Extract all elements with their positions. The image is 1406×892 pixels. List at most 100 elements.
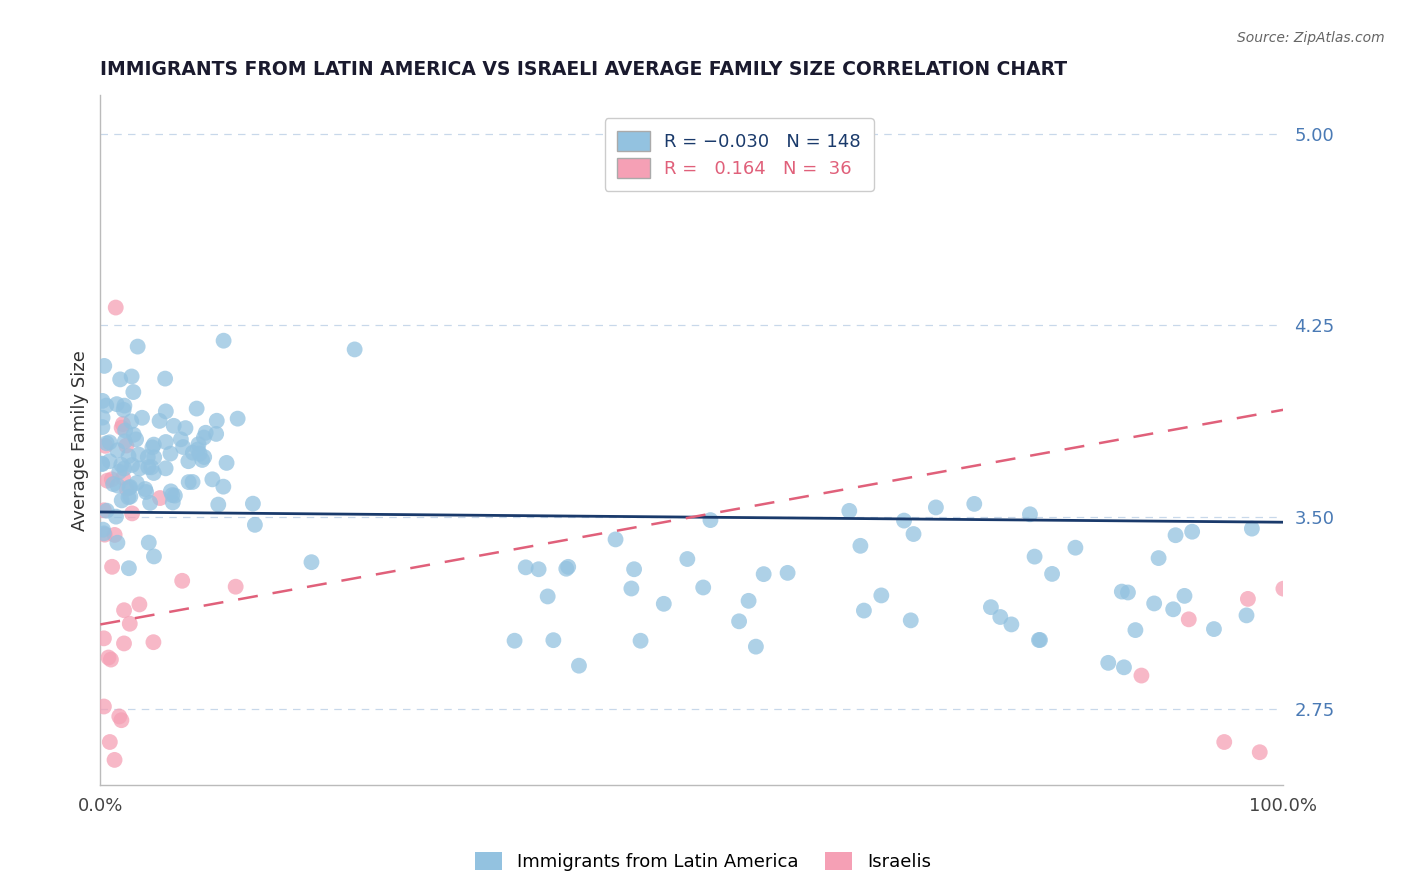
Point	[143, 549, 166, 564]
Point	[100, 652, 122, 666]
Point	[1161, 602, 1184, 616]
Point	[605, 533, 627, 547]
Point	[555, 562, 578, 576]
Point	[226, 411, 249, 425]
Point	[1028, 632, 1050, 647]
Point	[155, 435, 177, 450]
Point	[93, 359, 115, 373]
Point	[125, 433, 148, 447]
Point	[120, 480, 142, 494]
Point	[1147, 551, 1170, 566]
Point	[1040, 566, 1063, 581]
Point	[527, 562, 550, 576]
Point	[1143, 597, 1166, 611]
Point	[112, 402, 135, 417]
Point	[131, 410, 153, 425]
Point	[128, 461, 150, 475]
Legend: R = −0.030   N = 148, R =   0.164   N =  36: R = −0.030 N = 148, R = 0.164 N = 36	[605, 119, 873, 191]
Point	[111, 420, 134, 434]
Point	[242, 497, 264, 511]
Point	[98, 735, 121, 749]
Point	[243, 517, 266, 532]
Point	[115, 438, 138, 452]
Point	[1000, 617, 1022, 632]
Point	[1272, 582, 1295, 596]
Point	[870, 589, 893, 603]
Point	[93, 503, 115, 517]
Point	[1173, 589, 1195, 603]
Point	[893, 514, 915, 528]
Point	[215, 456, 238, 470]
Point	[91, 410, 114, 425]
Point	[900, 613, 922, 627]
Y-axis label: Average Family Size: Average Family Size	[72, 350, 89, 531]
Legend: Immigrants from Latin America, Israelis: Immigrants from Latin America, Israelis	[468, 845, 938, 879]
Point	[149, 414, 172, 428]
Point	[142, 437, 165, 451]
Point	[96, 504, 118, 518]
Point	[728, 615, 751, 629]
Point	[93, 527, 115, 541]
Point	[91, 523, 114, 537]
Point	[111, 417, 134, 431]
Point	[301, 555, 323, 569]
Point	[1236, 608, 1258, 623]
Point	[676, 552, 699, 566]
Point	[193, 431, 215, 445]
Point	[93, 632, 115, 646]
Point	[620, 582, 643, 596]
Point	[155, 404, 177, 418]
Point	[91, 393, 114, 408]
Point	[96, 436, 118, 450]
Point	[163, 418, 186, 433]
Point	[903, 527, 925, 541]
Point	[1237, 591, 1260, 606]
Point	[503, 633, 526, 648]
Point	[159, 447, 181, 461]
Point	[94, 439, 117, 453]
Point	[1213, 735, 1236, 749]
Point	[172, 440, 194, 454]
Point	[191, 453, 214, 467]
Point	[141, 460, 163, 475]
Point	[111, 493, 134, 508]
Point	[93, 526, 115, 541]
Point	[105, 509, 128, 524]
Point	[112, 471, 135, 485]
Point	[121, 507, 143, 521]
Point	[980, 600, 1002, 615]
Point	[96, 474, 118, 488]
Point	[1130, 668, 1153, 682]
Point	[925, 500, 948, 515]
Point	[142, 635, 165, 649]
Point	[160, 484, 183, 499]
Point	[110, 458, 132, 472]
Point	[752, 567, 775, 582]
Point	[108, 372, 131, 386]
Point	[104, 301, 127, 315]
Point	[838, 504, 860, 518]
Point	[128, 598, 150, 612]
Point	[776, 566, 799, 580]
Point	[188, 447, 211, 461]
Point	[98, 454, 121, 468]
Point	[737, 594, 759, 608]
Point	[122, 385, 145, 400]
Point	[114, 424, 136, 438]
Point	[543, 633, 565, 648]
Point	[91, 457, 114, 471]
Point	[121, 369, 143, 384]
Point	[110, 713, 132, 727]
Point	[187, 437, 209, 451]
Point	[1164, 528, 1187, 542]
Point	[205, 426, 228, 441]
Point	[181, 475, 204, 489]
Point	[122, 427, 145, 442]
Point	[128, 448, 150, 462]
Point	[1181, 524, 1204, 539]
Point	[108, 465, 131, 479]
Point	[212, 334, 235, 348]
Point	[1029, 632, 1052, 647]
Point	[96, 399, 118, 413]
Point	[201, 472, 224, 486]
